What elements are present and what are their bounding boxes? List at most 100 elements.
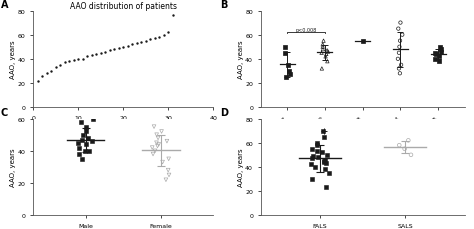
Y-axis label: AAO, years: AAO, years bbox=[10, 40, 16, 79]
Point bbox=[319, 151, 326, 155]
Text: B: B bbox=[220, 0, 228, 10]
Point bbox=[78, 138, 85, 142]
Point bbox=[313, 144, 320, 147]
Point bbox=[88, 54, 95, 58]
Point bbox=[307, 163, 315, 167]
Point bbox=[322, 53, 330, 57]
Point bbox=[148, 146, 156, 150]
Point bbox=[154, 136, 162, 140]
Point bbox=[313, 141, 321, 145]
Point bbox=[322, 186, 329, 189]
Point bbox=[396, 40, 404, 43]
Point bbox=[397, 64, 405, 67]
Point bbox=[281, 52, 289, 55]
Point bbox=[61, 61, 68, 65]
Point bbox=[101, 50, 109, 54]
Point bbox=[158, 130, 165, 134]
Text: D: D bbox=[220, 108, 228, 117]
Point bbox=[146, 38, 154, 42]
Text: A: A bbox=[1, 0, 8, 10]
Point bbox=[319, 46, 327, 49]
Point bbox=[314, 156, 321, 159]
Point bbox=[437, 46, 444, 49]
Point bbox=[151, 37, 158, 41]
Point bbox=[319, 48, 327, 52]
Point bbox=[324, 50, 332, 54]
Point bbox=[165, 173, 173, 177]
Point bbox=[323, 153, 331, 157]
Point bbox=[153, 141, 160, 145]
Point bbox=[320, 40, 328, 43]
Point bbox=[286, 73, 294, 77]
Point bbox=[397, 22, 404, 25]
Point bbox=[43, 72, 50, 76]
Point bbox=[85, 149, 92, 153]
Point bbox=[81, 149, 89, 153]
Point bbox=[106, 49, 113, 53]
Point bbox=[128, 43, 136, 47]
Point bbox=[438, 50, 445, 54]
Point bbox=[38, 74, 46, 78]
Point bbox=[396, 46, 403, 49]
Point bbox=[281, 46, 289, 49]
Point bbox=[75, 153, 83, 156]
Point bbox=[322, 162, 330, 165]
Point bbox=[153, 133, 160, 137]
Point bbox=[431, 52, 439, 55]
Point bbox=[149, 153, 157, 156]
Point bbox=[70, 59, 77, 63]
Point bbox=[284, 64, 292, 67]
Y-axis label: AAO, years: AAO, years bbox=[238, 40, 244, 79]
Point bbox=[56, 64, 64, 67]
Point bbox=[320, 159, 328, 163]
Point bbox=[79, 157, 86, 161]
Point bbox=[92, 53, 100, 57]
Point bbox=[76, 146, 83, 150]
Point bbox=[319, 129, 327, 133]
Point bbox=[142, 40, 149, 43]
Point bbox=[83, 55, 91, 59]
Point bbox=[97, 52, 104, 55]
Point bbox=[309, 155, 317, 158]
Point bbox=[82, 130, 90, 134]
Text: C: C bbox=[1, 108, 8, 117]
Point bbox=[435, 60, 443, 64]
Point bbox=[308, 147, 316, 151]
Point bbox=[320, 135, 328, 139]
Point bbox=[321, 168, 329, 171]
Point bbox=[432, 53, 440, 57]
Point bbox=[159, 161, 166, 164]
Point bbox=[79, 58, 86, 61]
Point bbox=[162, 178, 170, 182]
Point bbox=[394, 58, 401, 61]
Point bbox=[324, 60, 331, 64]
Point bbox=[119, 46, 127, 49]
Point bbox=[65, 60, 73, 64]
Point bbox=[115, 47, 122, 51]
Point bbox=[283, 76, 290, 79]
Point bbox=[323, 49, 331, 53]
Point bbox=[359, 40, 366, 43]
Point bbox=[438, 48, 445, 52]
Point bbox=[74, 141, 82, 145]
Point bbox=[431, 58, 439, 61]
Point bbox=[137, 41, 145, 44]
Point bbox=[318, 52, 325, 55]
Point bbox=[285, 70, 292, 73]
Point bbox=[90, 117, 97, 121]
Point bbox=[52, 66, 60, 70]
Point bbox=[309, 157, 316, 161]
Point bbox=[160, 34, 168, 37]
Point bbox=[82, 125, 90, 129]
Point bbox=[321, 158, 329, 162]
Point bbox=[395, 67, 403, 71]
Point bbox=[399, 34, 406, 37]
Point bbox=[322, 55, 329, 59]
Point bbox=[74, 58, 82, 61]
Point bbox=[163, 140, 171, 143]
Point bbox=[320, 161, 328, 164]
Point bbox=[89, 140, 96, 143]
Point bbox=[79, 133, 86, 137]
Point bbox=[77, 120, 84, 124]
Point bbox=[165, 157, 173, 161]
